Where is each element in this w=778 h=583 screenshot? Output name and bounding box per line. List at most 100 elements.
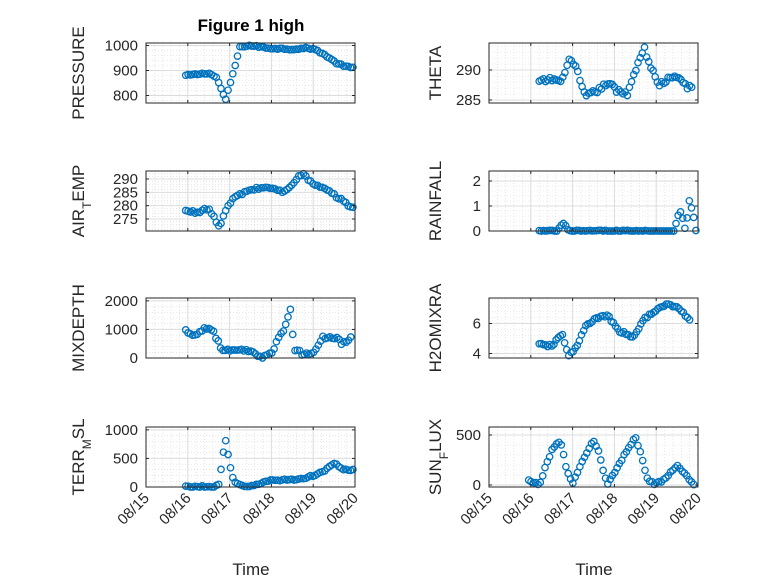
axes-frame: [488, 426, 699, 488]
y-tick-label: 1000: [105, 321, 138, 338]
data-point: [640, 43, 649, 52]
data-series: [524, 433, 698, 489]
data-point: [221, 436, 230, 445]
y-tick-label: 900: [113, 63, 138, 80]
subplot-h2omixra: 4 6 H2OMIXRA: [426, 283, 699, 372]
data-point: [622, 448, 631, 456]
data-series: [181, 169, 357, 230]
y-tick-label: 280: [113, 198, 138, 215]
data-point: [669, 466, 677, 475]
data-point: [271, 476, 280, 485]
data-point: [214, 480, 223, 489]
data-point: [228, 69, 237, 78]
y-tick-label: 2000: [105, 293, 138, 310]
data-point: [274, 333, 283, 342]
axes-frame: [145, 42, 356, 104]
data-point: [596, 456, 605, 464]
data-point: [558, 330, 567, 339]
data-point: [279, 327, 288, 335]
y-axis-label: THETA: [426, 45, 445, 100]
data-point: [569, 60, 578, 69]
data-point: [671, 463, 680, 472]
subplot-theta: 285 290 THETA: [426, 42, 699, 109]
data-point: [247, 481, 256, 490]
data-point: [266, 476, 275, 484]
y-tick-label: 500: [113, 450, 138, 467]
data-point: [534, 480, 542, 489]
y-tick-label: 500: [456, 427, 481, 444]
data-point: [224, 86, 232, 95]
data-point: [616, 88, 625, 96]
y-tick-label: 6: [473, 316, 481, 333]
data-point: [685, 475, 694, 484]
data-point: [655, 81, 664, 90]
axes-frame: [488, 170, 699, 232]
data-point: [266, 184, 275, 193]
data-point: [674, 74, 683, 82]
data-point: [286, 305, 295, 314]
subplot-pressure: 800 900 1000 PRESSURE: [69, 26, 357, 120]
axes-frame: [488, 297, 699, 359]
data-point: [662, 78, 670, 86]
data-point: [560, 338, 569, 347]
data-point: [548, 342, 556, 350]
data-point: [312, 345, 320, 353]
data-point: [200, 70, 209, 78]
data-point: [685, 81, 694, 90]
data-point: [214, 337, 223, 345]
data-point: [558, 73, 567, 82]
data-point: [685, 316, 694, 324]
data-point: [280, 45, 289, 54]
data-point: [632, 66, 640, 75]
data-point: [288, 330, 297, 339]
data-point: [679, 308, 688, 317]
axes-frame: [145, 170, 356, 232]
data-point: [562, 462, 570, 471]
data-point: [606, 475, 614, 484]
data-series: [181, 305, 355, 362]
data-point: [281, 320, 290, 329]
y-axis-label: MIXDEPTH: [69, 284, 88, 372]
data-point: [687, 83, 696, 92]
data-series: [535, 300, 694, 360]
data-point: [641, 466, 649, 475]
y-tick-label: 4: [473, 346, 481, 363]
y-tick-label: 0: [130, 479, 138, 496]
data-point: [685, 196, 694, 205]
data-point: [566, 475, 575, 483]
data-point: [678, 214, 687, 223]
data-series: [535, 43, 696, 100]
data-point: [569, 347, 577, 356]
axes-background: [146, 171, 355, 231]
data-point: [673, 303, 681, 311]
data-point: [614, 85, 623, 94]
y-tick-label: 0: [473, 223, 481, 240]
data-point: [284, 313, 292, 321]
data-point: [538, 472, 547, 480]
data-point: [578, 457, 587, 466]
data-point: [642, 53, 651, 61]
data-point: [283, 185, 291, 194]
data-point: [636, 447, 645, 456]
data-point: [342, 338, 351, 347]
y-tick-label: 1000: [105, 38, 138, 55]
data-point: [214, 221, 223, 230]
data-point: [270, 345, 278, 353]
data-point: [676, 208, 685, 216]
data-point: [188, 207, 197, 215]
data-point: [573, 341, 582, 350]
data-point: [217, 219, 225, 228]
y-tick-label: 285: [113, 184, 138, 201]
axes-frame: [488, 42, 699, 104]
data-point: [687, 204, 696, 212]
y-tick-label: 800: [113, 88, 138, 105]
data-point: [349, 203, 357, 212]
data-point: [277, 329, 285, 338]
data-point: [252, 480, 261, 489]
axes-background: [146, 427, 355, 487]
